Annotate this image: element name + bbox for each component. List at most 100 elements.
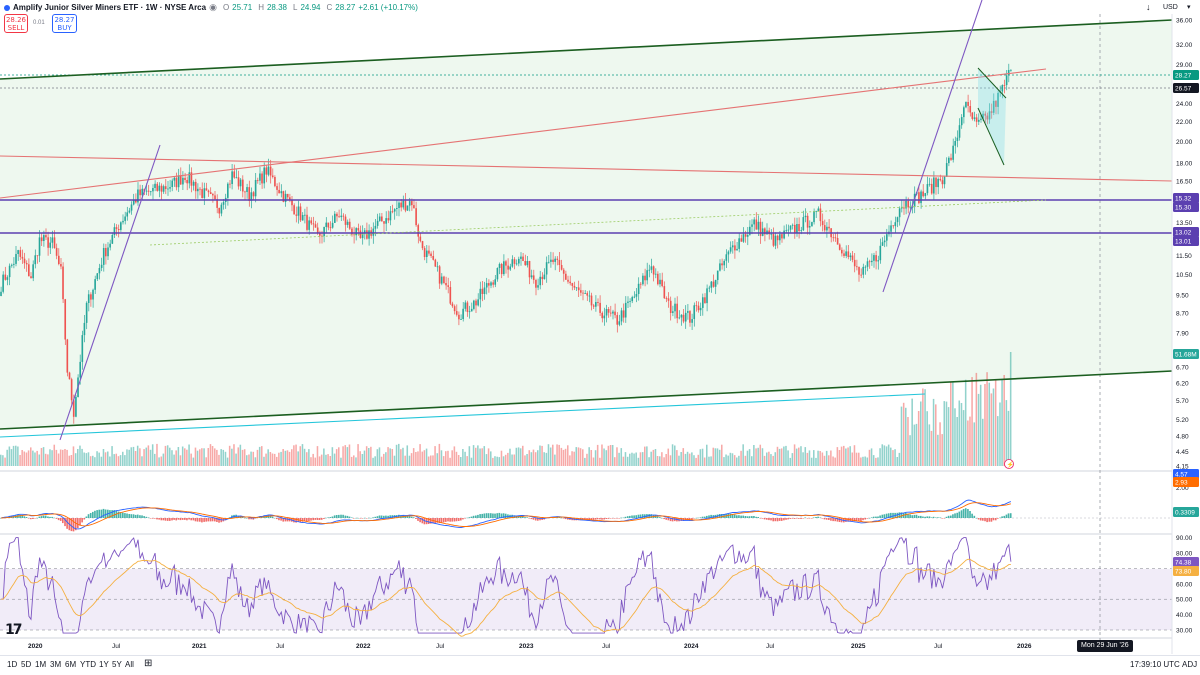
candle-body	[770, 233, 773, 235]
eye-icon[interactable]: ◉	[209, 2, 217, 12]
timeframe-1d[interactable]: 1D	[7, 660, 18, 669]
candle-body	[610, 312, 612, 314]
candle-body	[130, 204, 133, 211]
timeframe-all[interactable]: All	[125, 660, 134, 669]
candle-body	[1005, 75, 1008, 86]
candle-body	[573, 285, 576, 288]
volume-bar	[618, 452, 620, 466]
volume-bar	[205, 457, 207, 466]
candle-body	[789, 225, 792, 230]
buy-button[interactable]: 28.27 BUY	[52, 14, 77, 33]
volume-bar	[519, 448, 522, 466]
macd-histogram-bar	[363, 517, 366, 519]
timeframe-5y[interactable]: 5Y	[112, 660, 122, 669]
volume-bar	[186, 449, 188, 466]
volume-bar	[327, 454, 329, 466]
candle-body	[811, 222, 813, 227]
buy-label: BUY	[57, 24, 72, 32]
timeframe-ytd[interactable]: YTD	[80, 660, 96, 669]
macd-histogram-bar	[335, 515, 338, 518]
volume-bar	[659, 456, 661, 466]
clock-time[interactable]: 17:39:10 UTC	[1130, 660, 1180, 669]
volume-bar	[802, 452, 804, 466]
volume-bar	[982, 418, 984, 466]
macd-histogram-bar	[184, 518, 186, 520]
price-tick-label: 16.50	[1176, 179, 1193, 186]
timeframe-5d[interactable]: 5D	[21, 660, 32, 669]
candle-body	[543, 274, 546, 280]
volume-bar	[179, 455, 182, 466]
currency-label[interactable]: USD	[1163, 4, 1178, 11]
volume-bar	[862, 456, 864, 466]
candle-body	[239, 179, 242, 187]
candle-body	[32, 264, 34, 279]
candle-body	[475, 300, 477, 306]
channel-fill	[0, 20, 1172, 429]
volume-bar	[639, 452, 642, 466]
volume-bar	[592, 457, 595, 466]
macd-histogram-bar	[994, 518, 997, 521]
candle-body	[201, 189, 203, 198]
candle-body	[481, 288, 484, 294]
volume-bar	[950, 382, 952, 466]
timeframe-6m[interactable]: 6M	[65, 660, 77, 669]
candle-body	[710, 281, 713, 288]
price-tick-label: 9.50	[1176, 293, 1189, 300]
candle-body	[714, 280, 717, 287]
timeframe-1y[interactable]: 1Y	[99, 660, 109, 669]
macd-histogram-bar	[383, 515, 385, 518]
macd-histogram-bar	[772, 518, 775, 522]
candle-body	[158, 185, 161, 191]
timeframe-3m[interactable]: 3M	[50, 660, 62, 669]
volume-bar	[400, 449, 402, 466]
symbol-title[interactable]: Amplify Junior Silver Miners ETF · 1W · …	[13, 3, 207, 12]
macd-histogram-bar	[915, 514, 918, 518]
candle-body	[426, 250, 428, 257]
candle-body	[862, 266, 865, 275]
macd-histogram-bar	[25, 517, 28, 518]
macd-histogram-bar	[943, 518, 946, 519]
macd-histogram-bar	[875, 516, 877, 518]
macd-histogram-bar	[457, 518, 460, 521]
candle-body	[781, 234, 783, 239]
timeframe-1m[interactable]: 1M	[35, 660, 47, 669]
macd-histogram-bar	[637, 514, 640, 518]
candle-body	[654, 273, 657, 275]
volume-bar	[162, 453, 165, 466]
price-tick-label: 5.70	[1176, 398, 1189, 405]
volume-bar	[785, 445, 787, 466]
arrow-down-icon[interactable]: ↓	[1146, 2, 1151, 12]
volume-bar	[485, 454, 488, 466]
volume-bar	[571, 451, 573, 466]
candle-body	[503, 261, 505, 275]
sell-button[interactable]: 28.26 SELL	[4, 14, 28, 33]
volume-bar	[736, 457, 738, 466]
macd-histogram-bar	[87, 514, 90, 518]
macd-histogram-bar	[562, 518, 565, 519]
volume-bar	[415, 452, 417, 466]
chevron-down-icon[interactable]: ▾	[1187, 4, 1191, 11]
macd-histogram-bar	[986, 518, 988, 523]
candle-body	[126, 212, 129, 217]
volume-bar	[492, 457, 494, 466]
candle-body	[813, 211, 815, 223]
macd-histogram-bar	[271, 516, 274, 518]
volume-bar	[522, 445, 524, 466]
volume-bar	[552, 444, 554, 466]
macd-histogram-bar	[186, 518, 188, 521]
volume-bar	[999, 402, 1001, 466]
macd-histogram-bar	[166, 518, 169, 521]
candle-body	[194, 181, 197, 192]
volume-bar	[731, 453, 734, 466]
volume-bar	[410, 453, 413, 466]
volume-bar	[652, 449, 655, 466]
candle-body	[753, 219, 755, 225]
macd-histogram-bar	[836, 518, 839, 522]
volume-bar	[768, 451, 770, 466]
adjustment-toggle[interactable]: ADJ	[1182, 660, 1198, 669]
date-range-icon[interactable]: ⊞	[144, 658, 153, 669]
candle-body	[319, 232, 321, 236]
macd-histogram-bar	[539, 518, 541, 521]
price-badge-bg	[1173, 236, 1199, 246]
